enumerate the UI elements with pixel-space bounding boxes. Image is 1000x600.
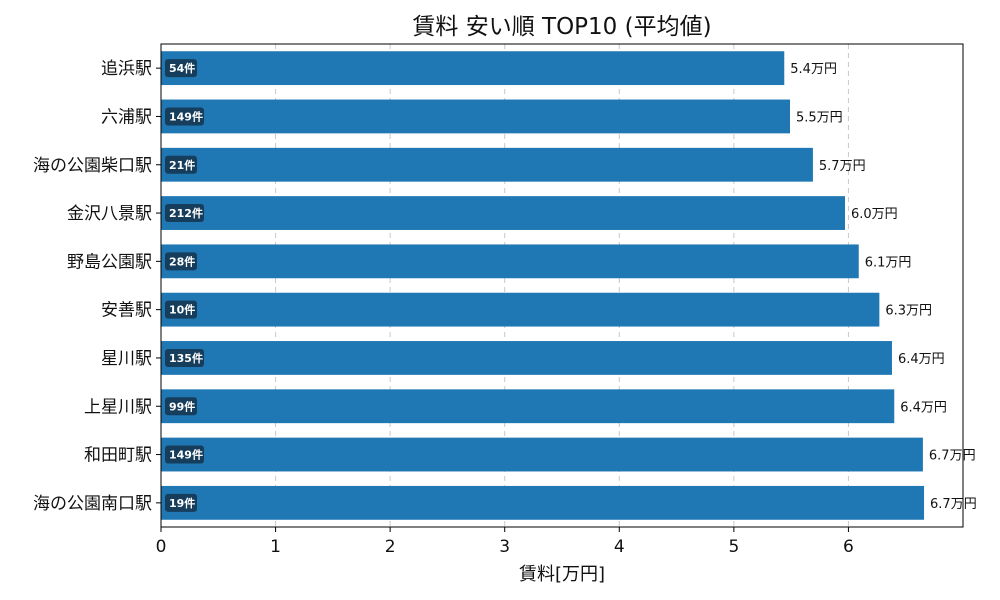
y-tick-label: 海の公園南口駅 (33, 494, 152, 514)
count-label: 149件 (169, 448, 203, 462)
y-tick-label: 海の公園柴口駅 (33, 156, 152, 176)
x-tick-label: 1 (270, 537, 281, 557)
x-tick-label: 0 (156, 537, 167, 557)
x-tick-label: 4 (614, 537, 625, 557)
count-badge (165, 445, 204, 464)
count-label: 135件 (169, 351, 203, 365)
count-badge (165, 107, 204, 126)
bar (161, 244, 859, 279)
bars-group (161, 51, 925, 520)
y-tick-label: 安善駅 (101, 301, 152, 321)
count-label: 28件 (169, 254, 195, 268)
bar (161, 292, 880, 327)
value-label: 6.1万円 (865, 255, 912, 270)
chart-title: 賃料 安い順 TOP10 (平均値) (412, 14, 711, 40)
count-badge (165, 59, 197, 78)
value-label: 6.3万円 (885, 304, 932, 319)
count-label: 212件 (169, 206, 203, 220)
count-label: 21件 (169, 158, 195, 172)
y-tick-label: 上星川駅 (84, 397, 152, 417)
count-badge (165, 204, 204, 223)
y-tick-label: 星川駅 (101, 349, 152, 369)
value-label: 5.7万円 (819, 159, 866, 174)
count-badge (165, 155, 197, 174)
y-tick-label: 追浜駅 (101, 59, 152, 79)
bar (161, 485, 925, 520)
y-tick-label: 六浦駅 (101, 107, 152, 127)
plot-frame (160, 43, 964, 528)
count-badge (165, 252, 197, 271)
count-label: 99件 (169, 399, 195, 413)
count-badge (165, 300, 197, 319)
value-label: 5.5万円 (796, 110, 843, 125)
y-tick-label: 金沢八景駅 (67, 204, 152, 224)
value-label: 6.4万円 (900, 400, 947, 415)
count-label: 10件 (169, 303, 195, 317)
x-axis-label: 賃料[万円] (519, 564, 605, 585)
count-label: 54件 (169, 61, 195, 75)
bar (161, 437, 923, 472)
x-tick-label: 3 (499, 537, 510, 557)
labels-group: 5.4万円 54件 5.5万円 149件 5.7万円 21件 6.0万円 212件 6.1万円 2… (165, 59, 977, 512)
bar (161, 341, 892, 375)
count-badge (165, 493, 197, 512)
bar (161, 147, 813, 182)
x-tick-label: 6 (843, 537, 854, 557)
count-label: 19件 (169, 496, 195, 510)
value-label: 5.4万円 (790, 62, 837, 77)
y-tick-label: 野島公園駅 (67, 252, 152, 272)
x-tick-label: 5 (728, 537, 739, 557)
count-badge (165, 348, 204, 367)
count-label: 149件 (169, 109, 203, 123)
value-label: 6.7万円 (929, 449, 976, 464)
bar (161, 99, 790, 134)
bar (161, 51, 785, 86)
x-tick-label: 2 (385, 537, 396, 557)
bar (161, 196, 845, 230)
value-label: 6.4万円 (898, 352, 945, 367)
x-axis-ticks: 0 1 2 3 4 5 6 (156, 527, 854, 557)
count-badge (165, 397, 197, 416)
bar (161, 389, 895, 424)
y-axis-ticks: 追浜駅六浦駅海の公園柴口駅金沢八景駅野島公園駅安善駅星川駅上星川駅和田町駅海の公… (33, 59, 161, 514)
value-label: 6.7万円 (930, 497, 977, 512)
y-tick-label: 和田町駅 (84, 446, 152, 466)
value-label: 6.0万円 (851, 207, 898, 222)
